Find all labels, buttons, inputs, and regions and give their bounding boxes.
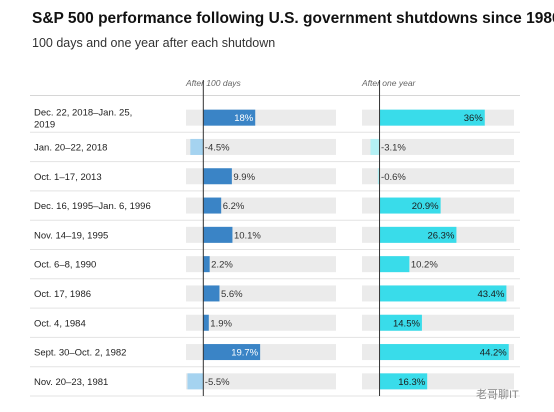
bar-one-year — [377, 168, 380, 185]
bar-one-year — [379, 226, 457, 243]
data-label-100-days: 2.2% — [211, 260, 233, 271]
data-label-one-year: 44.2% — [480, 348, 507, 359]
bar-track — [362, 138, 514, 155]
data-label-100-days: -5.5% — [205, 377, 230, 388]
data-label-one-year: 20.9% — [412, 201, 439, 212]
data-label-100-days: 1.9% — [210, 318, 232, 329]
data-label-100-days: 18% — [234, 113, 254, 124]
bar-one-year — [379, 109, 485, 126]
bar-track — [186, 314, 336, 331]
category-label: Nov. 20–23, 1981 — [34, 377, 108, 388]
data-label-one-year: 14.5% — [393, 318, 420, 329]
watermark-text: 老哥聊IT — [476, 389, 519, 401]
data-label-100-days: -4.5% — [205, 142, 230, 153]
bar-100-days — [190, 138, 204, 155]
data-label-one-year: 16.3% — [398, 377, 425, 388]
bar-one-year — [370, 138, 380, 155]
data-label-100-days: 6.2% — [223, 201, 245, 212]
data-label-100-days: 5.6% — [221, 289, 243, 300]
bar-track — [186, 285, 336, 302]
data-label-one-year: -3.1% — [381, 142, 406, 153]
series-header-after-one-year: After one year — [361, 78, 417, 88]
bar-100-days — [187, 373, 204, 390]
bar-one-year — [379, 256, 410, 273]
bar-100-days — [203, 109, 256, 126]
series-header-after-100-days: After 100 days — [185, 78, 242, 88]
bar-100-days — [203, 226, 233, 243]
bar-one-year — [379, 373, 428, 390]
bar-100-days — [203, 197, 222, 214]
data-label-one-year: 26.3% — [427, 230, 454, 241]
data-label-100-days: 10.1% — [234, 230, 261, 241]
category-label: Dec. 22, 2018–Jan. 25, 2019 — [34, 108, 132, 131]
chart-title: S&P 500 performance following U.S. gover… — [32, 10, 554, 27]
data-label-one-year: -0.6% — [381, 172, 406, 183]
bar-100-days — [203, 168, 232, 185]
bar-100-days — [203, 344, 261, 361]
data-label-one-year: 43.4% — [477, 289, 504, 300]
data-label-one-year: 36% — [464, 113, 484, 124]
chart-subtitle: 100 days and one year after each shutdow… — [32, 36, 276, 50]
category-label: Oct. 17, 1986 — [34, 289, 91, 300]
category-label: Oct. 4, 1984 — [34, 318, 86, 329]
bar-one-year — [379, 344, 509, 361]
bar-one-year — [379, 285, 507, 302]
bar-100-days — [203, 256, 210, 273]
category-label: Dec. 16, 1995–Jan. 6, 1996 — [34, 201, 151, 212]
bar-track — [362, 168, 514, 185]
category-label: Nov. 14–19, 1995 — [34, 230, 108, 241]
bar-track — [186, 256, 336, 273]
bar-one-year — [379, 197, 441, 214]
bar-100-days — [203, 285, 220, 302]
data-label-one-year: 10.2% — [411, 260, 438, 271]
bar-100-days — [203, 314, 209, 331]
data-label-100-days: 19.7% — [231, 348, 258, 359]
bar-one-year — [379, 314, 422, 331]
category-label: Jan. 20–22, 2018 — [34, 142, 107, 153]
category-label: Oct. 1–17, 2013 — [34, 172, 102, 183]
bar-track — [186, 138, 336, 155]
category-label: Oct. 6–8, 1990 — [34, 260, 96, 271]
bar-track — [186, 197, 336, 214]
category-label: Sept. 30–Oct. 2, 1982 — [34, 348, 126, 359]
data-label-100-days: 9.9% — [233, 172, 255, 183]
bar-track — [186, 373, 336, 390]
